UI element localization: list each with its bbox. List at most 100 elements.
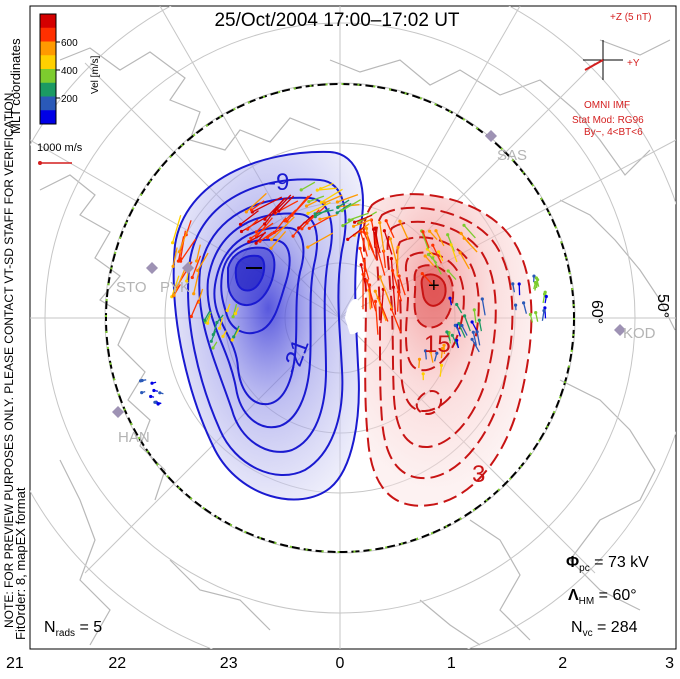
velocity-vector-origin — [446, 233, 449, 236]
velocity-vector-origin — [153, 401, 156, 404]
velocity-vector-origin — [421, 272, 424, 275]
velocity-vector-origin — [203, 319, 206, 322]
velocity-vector-origin — [359, 247, 362, 250]
colorbar-tick-200: 200 — [61, 94, 78, 105]
velocity-vector-origin — [514, 304, 517, 307]
velocity-vector-origin — [398, 220, 401, 223]
velocity-vector-origin — [150, 382, 153, 385]
map-title: 25/Oct/2004 17:00–17:02 UT — [214, 10, 459, 31]
velocity-vector-origin — [140, 391, 143, 394]
velocity-vector-origin — [391, 269, 394, 272]
velocity-vector-origin — [481, 297, 484, 300]
velocity-vector-origin — [314, 212, 317, 215]
velocity-vector-origin — [534, 311, 537, 314]
velocity-vector-origin — [152, 389, 155, 392]
velocity-vector-origin — [179, 260, 182, 263]
velocity-vector-origin — [247, 240, 250, 243]
velocity-vector-origin — [427, 253, 430, 256]
velocity-vector-origin — [459, 251, 462, 254]
velocity-vector-origin — [270, 247, 273, 250]
velocity-vector-origin — [190, 315, 193, 318]
velocity-vector-origin — [460, 324, 463, 327]
velocity-vector-origin — [141, 379, 144, 382]
imf-bins: By−, 4<BT<6 — [584, 127, 643, 138]
velocity-vector-origin — [390, 257, 393, 260]
velocity-vector-origin — [318, 218, 321, 221]
velocity-vector-origin — [206, 322, 209, 325]
mlt-tick-label: 21 — [6, 655, 24, 672]
velocity-vector-origin — [255, 242, 258, 245]
velocity-vector-origin — [263, 218, 266, 221]
velocity-vector-origin — [476, 330, 479, 333]
velocity-vector-origin — [246, 228, 249, 231]
velocity-vector-origin — [255, 230, 258, 233]
velocity-vector-origin — [378, 221, 381, 224]
velocity-vector-origin — [195, 259, 198, 262]
velocity-vector-origin — [455, 303, 458, 306]
velocity-vector-origin — [196, 269, 199, 272]
velocity-vector-origin — [314, 215, 317, 218]
velocity-vector-origin — [307, 200, 310, 203]
velocity-vector-origin — [249, 237, 252, 240]
velocity-vector-origin — [316, 189, 319, 192]
velocity-vector-origin — [362, 230, 365, 233]
velocity-vector-origin — [535, 276, 538, 279]
imf-model: Stat Mod: RG96 — [572, 115, 644, 126]
colorbar-tick-600: 600 — [61, 38, 78, 49]
velocity-vector-origin — [353, 221, 356, 224]
velocity-vector-origin — [454, 324, 457, 327]
velocity-vector-origin — [297, 226, 300, 229]
colorbar-cell — [40, 110, 56, 124]
velocity-vector-origin — [383, 229, 386, 232]
velocity-vector-origin — [221, 335, 224, 338]
velocity-vector-origin — [306, 246, 309, 249]
velocity-vector-origin — [178, 250, 181, 253]
velocity-vector-origin — [277, 209, 280, 212]
velocity-vector-origin — [352, 225, 355, 228]
velocity-vector-origin — [226, 309, 229, 312]
velocity-vector-origin — [372, 228, 375, 231]
velocity-vector-origin — [336, 206, 339, 209]
velocity-vector-origin — [336, 200, 339, 203]
velocity-vector-origin — [360, 263, 363, 266]
velocity-vector-origin — [428, 230, 431, 233]
velocity-vector-origin — [231, 338, 234, 341]
velocity-vector-origin — [292, 235, 295, 238]
velocity-vector-origin — [463, 314, 466, 317]
velocity-vector-origin — [529, 313, 532, 316]
velocity-vector-origin — [434, 229, 437, 232]
mlt-tick-label: 22 — [108, 655, 126, 672]
station-kod: KOD — [623, 325, 656, 342]
velocity-vector-origin — [447, 269, 450, 272]
velocity-vector-origin — [424, 254, 427, 257]
mlt-tick-label: 23 — [220, 655, 238, 672]
velocity-vector-origin — [320, 201, 323, 204]
contour-label-3: 3 — [472, 461, 485, 488]
velocity-vector-origin — [341, 224, 344, 227]
velocity-vector-origin — [535, 282, 538, 285]
velocity-vector-origin — [191, 276, 194, 279]
velocity-vector-origin — [308, 227, 311, 230]
velocity-vector-origin — [542, 309, 545, 312]
velocity-vector-origin — [385, 219, 388, 222]
velocity-vector-origin — [448, 297, 451, 300]
velocity-vector-origin — [210, 340, 213, 343]
mlt-tick-label: 1 — [447, 655, 456, 672]
velocity-vector-origin — [545, 295, 548, 298]
colorbar-cell — [40, 83, 56, 97]
velocity-vector-origin — [172, 265, 175, 268]
velocity-vector-origin — [319, 187, 322, 190]
velocity-vector-origin — [346, 238, 349, 241]
lat-label-50: 50° — [654, 294, 671, 318]
lat-label-60: 60° — [588, 300, 605, 324]
velocity-vector-origin — [270, 238, 273, 241]
contour-label-plus: + — [428, 275, 440, 297]
velocity-vector-origin — [300, 188, 303, 191]
colorbar-cell — [40, 55, 56, 69]
velocity-vector-origin — [374, 300, 377, 303]
velocity-vector-origin — [341, 209, 344, 212]
velocity-vector-origin — [245, 210, 248, 213]
velocity-vector-origin — [440, 364, 443, 367]
velocity-vector-origin — [437, 250, 440, 253]
